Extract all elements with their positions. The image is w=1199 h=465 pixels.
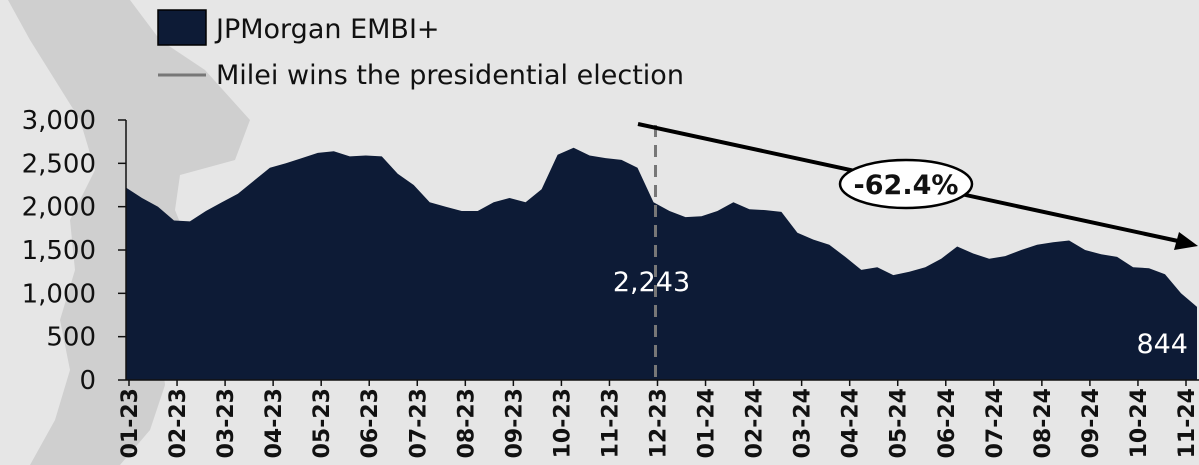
x-tick-label: 09-24 [1079,388,1104,458]
x-tick-label: 06-23 [358,388,383,458]
x-tick-label: 11-23 [598,388,623,458]
x-tick-label: 07-23 [406,388,431,458]
x-tick-label: 03-24 [791,388,816,458]
x-tick-label: 01-23 [118,388,143,458]
x-tick-label: 03-23 [214,388,239,458]
x-tick-label: 11-24 [1175,388,1199,458]
x-tick-label: 08-23 [454,388,479,458]
x-tick-label: 04-24 [839,388,864,458]
legend-label-embi: JPMorgan EMBI+ [214,14,440,45]
trend-label-bubble [838,158,974,210]
x-tick-label: 02-23 [166,388,191,458]
x-tick-label: 07-24 [983,388,1008,458]
x-tick-label: 10-24 [1127,388,1152,458]
y-tick-label: 3,000 [22,106,96,136]
y-tick-label: 1,500 [22,236,96,266]
y-tick-label: 2,500 [22,149,96,179]
x-tick-label: 09-23 [502,388,527,458]
y-tick-label: 500 [46,323,96,353]
legend-label-event: Milei wins the presidential election [216,60,684,91]
y-tick-label: 0 [79,366,96,396]
legend: JPMorgan EMBI+ Milei wins the presidenti… [157,9,684,91]
embi-area [126,147,1197,380]
end-value-label: 844 [1136,329,1188,360]
y-tick-label: 1,000 [22,279,96,309]
event-value-label: 2,243 [613,267,690,298]
x-tick-label: 05-24 [887,388,912,458]
x-tick-label: 02-24 [743,388,768,458]
x-tick-label: 12-23 [647,388,672,458]
x-tick-label: 08-24 [1031,388,1056,458]
x-tick-label: 05-23 [310,388,335,458]
y-ticks: 0 500 1,000 1,500 2,000 2,500 3,000 [22,106,126,396]
x-tick-label: 04-23 [262,388,287,458]
trend-arrow-head [1174,232,1198,250]
x-tick-label: 06-24 [935,388,960,458]
x-tick-label: 10-23 [550,388,575,458]
y-tick-label: 2,000 [22,193,96,223]
x-tick-label: 01-24 [695,388,720,458]
x-ticks: 01-23 02-23 03-23 04-23 05-23 06-23 07-23 08-23… [118,380,1199,458]
legend-swatch-embi [157,9,207,46]
trend-label: -62.4% [854,170,959,201]
